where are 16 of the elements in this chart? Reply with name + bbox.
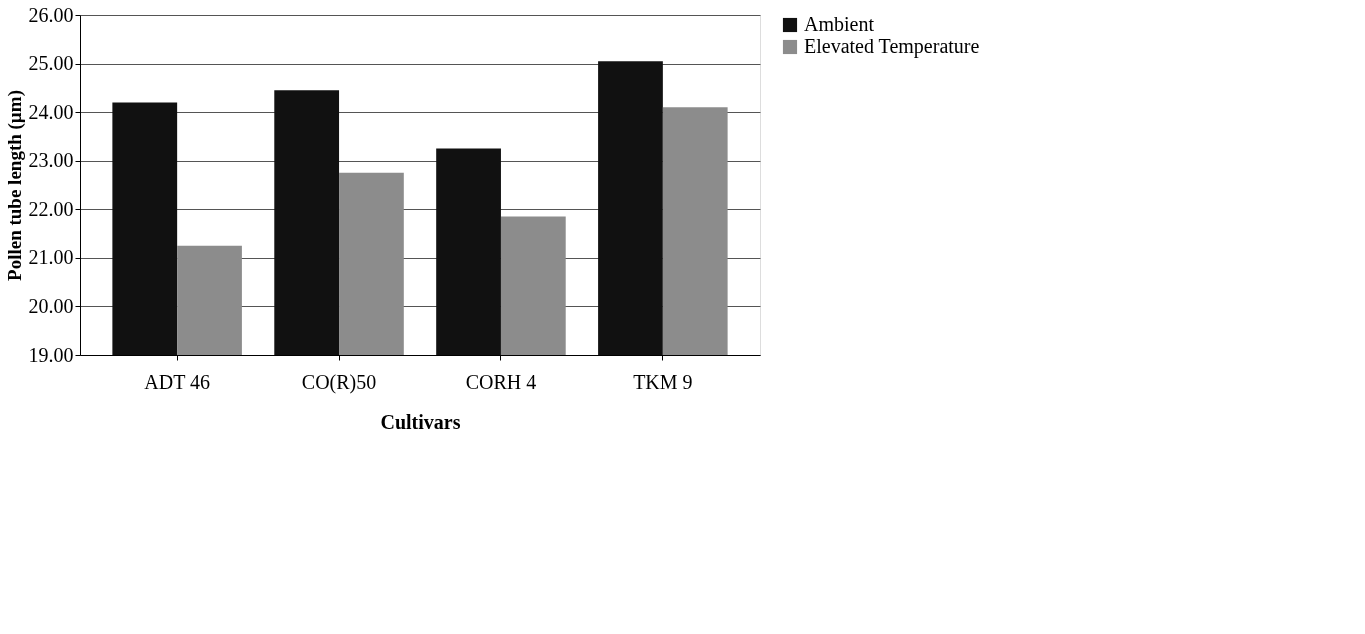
legend-label: Elevated Temperature bbox=[804, 35, 980, 58]
y-tick-label: 19.00 bbox=[28, 343, 74, 366]
x-tick-label: TKM 9 bbox=[633, 370, 693, 393]
y-tick-label: 26.00 bbox=[28, 3, 74, 26]
x-tick-label: CO(R)50 bbox=[301, 370, 377, 394]
y-tick-label: 23.00 bbox=[28, 149, 74, 172]
y-tick-label: 21.00 bbox=[28, 246, 74, 269]
y-tick-label: 20.00 bbox=[28, 294, 74, 317]
x-axis-title: Cultivars bbox=[380, 410, 461, 433]
y-tick-label: 24.00 bbox=[28, 100, 74, 123]
y-tick-label: 25.00 bbox=[28, 52, 74, 75]
x-tick-label: CORH 4 bbox=[465, 370, 537, 393]
x-tick-label: ADT 46 bbox=[144, 370, 211, 393]
y-axis-title: Pollen tube length (µm) bbox=[3, 90, 26, 281]
y-tick-label: 22.00 bbox=[28, 197, 74, 220]
legend-label: Ambient bbox=[804, 13, 875, 35]
